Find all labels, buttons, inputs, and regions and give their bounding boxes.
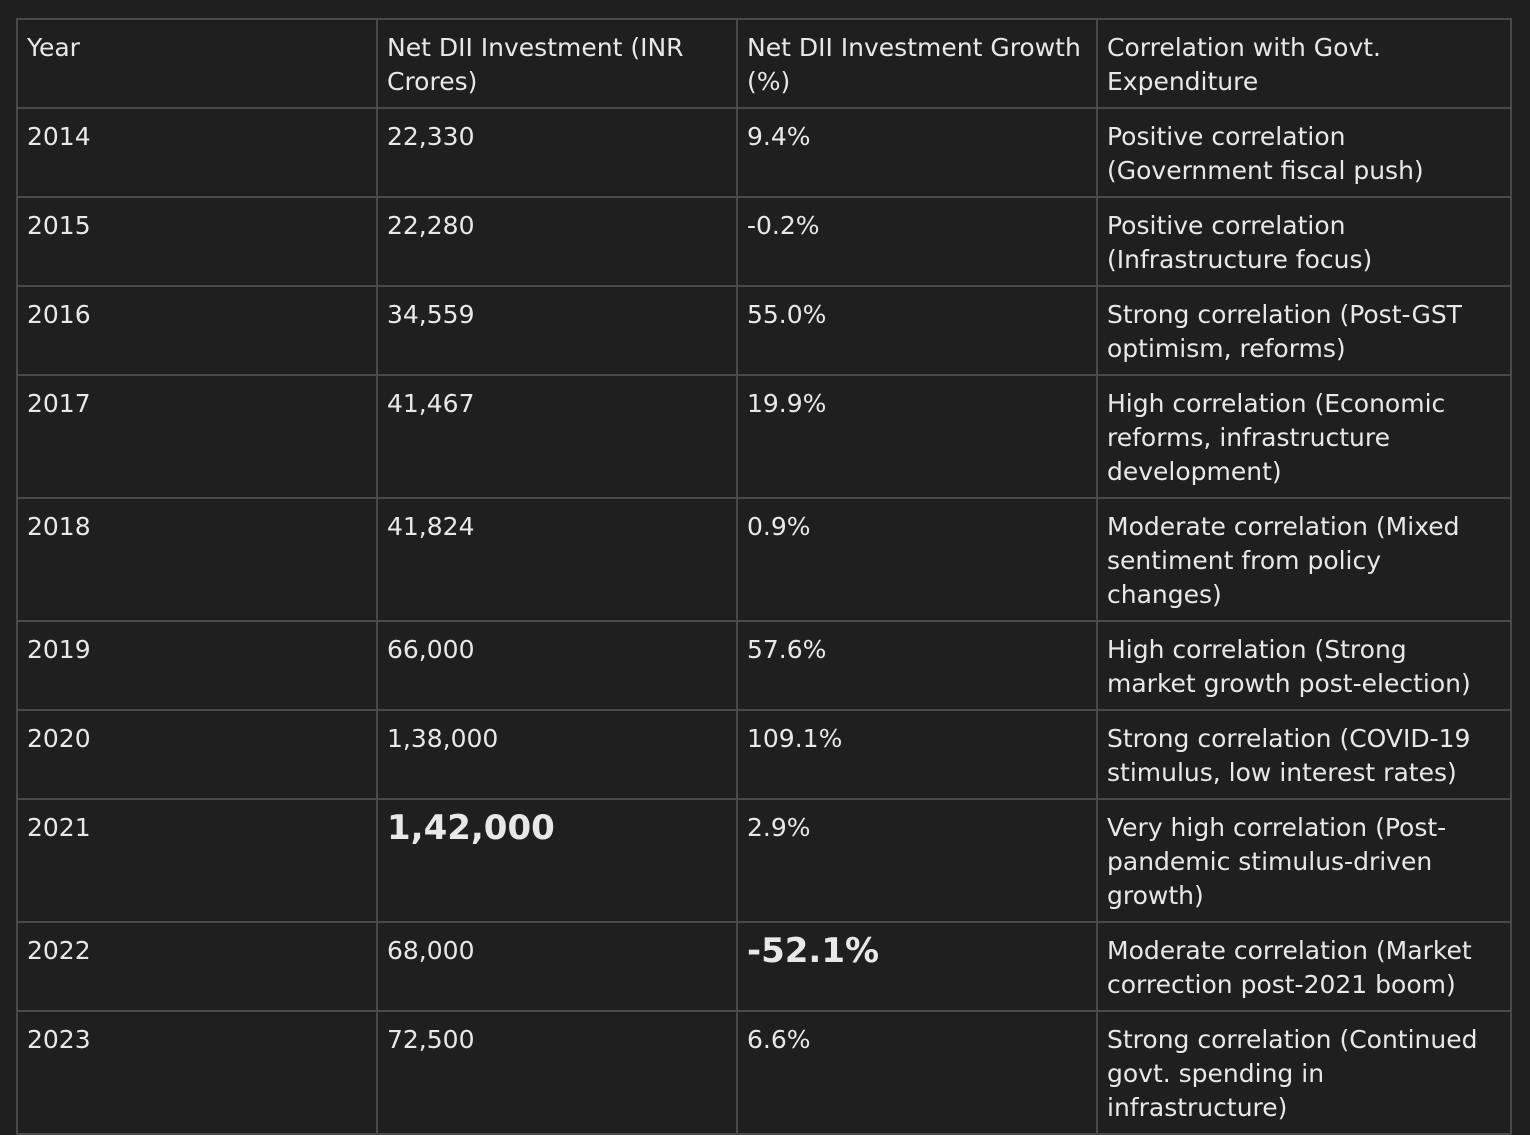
growth-cell: 57.6% bbox=[736, 620, 1098, 711]
investment-cell: 22,280 bbox=[376, 196, 738, 287]
correlation-cell: High correlation (Strong market growth p… bbox=[1096, 620, 1512, 711]
year-cell: 2015 bbox=[16, 196, 378, 287]
header-investment: Net DII Investment (INR Crores) bbox=[376, 18, 738, 109]
correlation-cell: Positive correlation (Infrastructure foc… bbox=[1096, 196, 1512, 287]
table-row: 2015 22,280 -0.2% Positive correlation (… bbox=[16, 196, 1512, 287]
investment-cell: 41,467 bbox=[376, 374, 738, 499]
data-table-container: Year Net DII Investment (INR Crores) Net… bbox=[16, 18, 1512, 1135]
correlation-cell: Strong correlation (Continued govt. spen… bbox=[1096, 1010, 1512, 1135]
growth-cell: 2.9% bbox=[736, 798, 1098, 923]
investment-cell: 72,500 bbox=[376, 1010, 738, 1135]
year-cell: 2022 bbox=[16, 921, 378, 1012]
year-cell: 2016 bbox=[16, 285, 378, 376]
correlation-cell: Moderate correlation (Market correction … bbox=[1096, 921, 1512, 1012]
correlation-cell: Moderate correlation (Mixed sentiment fr… bbox=[1096, 497, 1512, 622]
year-cell: 2014 bbox=[16, 107, 378, 198]
table-row: 2022 68,000 -52.1% Moderate correlation … bbox=[16, 921, 1512, 1012]
growth-cell: -0.2% bbox=[736, 196, 1098, 287]
investment-cell-emphasized: 1,42,000 bbox=[376, 798, 738, 923]
correlation-cell: Strong correlation (COVID-19 stimulus, l… bbox=[1096, 709, 1512, 800]
growth-cell: 55.0% bbox=[736, 285, 1098, 376]
table-row: 2021 1,42,000 2.9% Very high correlation… bbox=[16, 798, 1512, 923]
growth-cell: 19.9% bbox=[736, 374, 1098, 499]
investment-cell: 1,38,000 bbox=[376, 709, 738, 800]
header-growth: Net DII Investment Growth (%) bbox=[736, 18, 1098, 109]
year-cell: 2020 bbox=[16, 709, 378, 800]
investment-cell: 66,000 bbox=[376, 620, 738, 711]
investment-cell: 68,000 bbox=[376, 921, 738, 1012]
table-row: 2019 66,000 57.6% High correlation (Stro… bbox=[16, 620, 1512, 711]
correlation-cell: Strong correlation (Post-GST optimism, r… bbox=[1096, 285, 1512, 376]
growth-cell: 9.4% bbox=[736, 107, 1098, 198]
correlation-cell: Positive correlation (Government fiscal … bbox=[1096, 107, 1512, 198]
table-header-row: Year Net DII Investment (INR Crores) Net… bbox=[16, 18, 1512, 109]
correlation-cell: Very high correlation (Post-pandemic sti… bbox=[1096, 798, 1512, 923]
growth-cell: 109.1% bbox=[736, 709, 1098, 800]
investment-cell: 34,559 bbox=[376, 285, 738, 376]
table-row: 2020 1,38,000 109.1% Strong correlation … bbox=[16, 709, 1512, 800]
table-row: 2023 72,500 6.6% Strong correlation (Con… bbox=[16, 1010, 1512, 1135]
year-cell: 2021 bbox=[16, 798, 378, 923]
growth-cell-emphasized: -52.1% bbox=[736, 921, 1098, 1012]
year-cell: 2017 bbox=[16, 374, 378, 499]
growth-cell: 0.9% bbox=[736, 497, 1098, 622]
table-row: 2018 41,824 0.9% Moderate correlation (M… bbox=[16, 497, 1512, 622]
header-year: Year bbox=[16, 18, 378, 109]
investment-cell: 22,330 bbox=[376, 107, 738, 198]
growth-cell: 6.6% bbox=[736, 1010, 1098, 1135]
investment-cell: 41,824 bbox=[376, 497, 738, 622]
year-cell: 2019 bbox=[16, 620, 378, 711]
table-row: 2014 22,330 9.4% Positive correlation (G… bbox=[16, 107, 1512, 198]
year-cell: 2018 bbox=[16, 497, 378, 622]
correlation-cell: High correlation (Economic reforms, infr… bbox=[1096, 374, 1512, 499]
header-correlation: Correlation with Govt. Expenditure bbox=[1096, 18, 1512, 109]
table-row: 2017 41,467 19.9% High correlation (Econ… bbox=[16, 374, 1512, 499]
year-cell: 2023 bbox=[16, 1010, 378, 1135]
dii-investment-table: Year Net DII Investment (INR Crores) Net… bbox=[16, 18, 1512, 1135]
table-row: 2016 34,559 55.0% Strong correlation (Po… bbox=[16, 285, 1512, 376]
